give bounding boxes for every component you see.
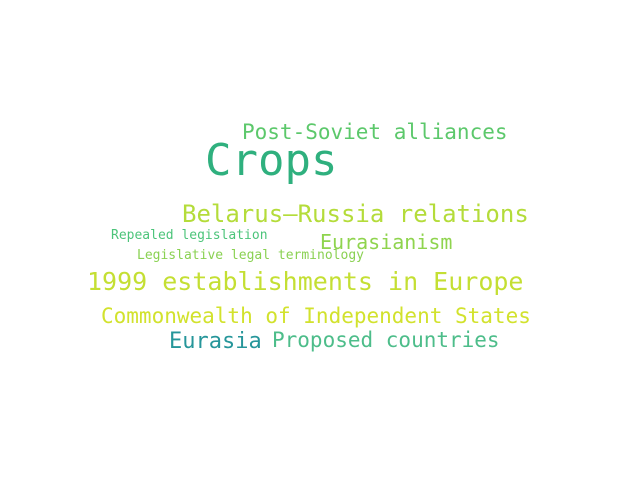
word-proposed-countries: Proposed countries bbox=[272, 328, 500, 352]
word-1999-establishments-in-europe: 1999 establishments in Europe bbox=[87, 267, 524, 296]
word-crops: Crops bbox=[205, 135, 338, 186]
word-legislative-legal-terminology: Legislative legal terminology bbox=[137, 248, 364, 263]
word-post-soviet-alliances: Post-Soviet alliances bbox=[242, 120, 508, 144]
word-commonwealth-of-independent-states: Commonwealth of Independent States bbox=[101, 304, 531, 328]
word-eurasia: Eurasia bbox=[169, 329, 262, 354]
word-belarus-russia-relations: Belarus–Russia relations bbox=[182, 200, 529, 228]
word-repealed-legislation: Repealed legislation bbox=[111, 228, 268, 243]
word-eurasianism: Eurasianism bbox=[320, 230, 453, 254]
